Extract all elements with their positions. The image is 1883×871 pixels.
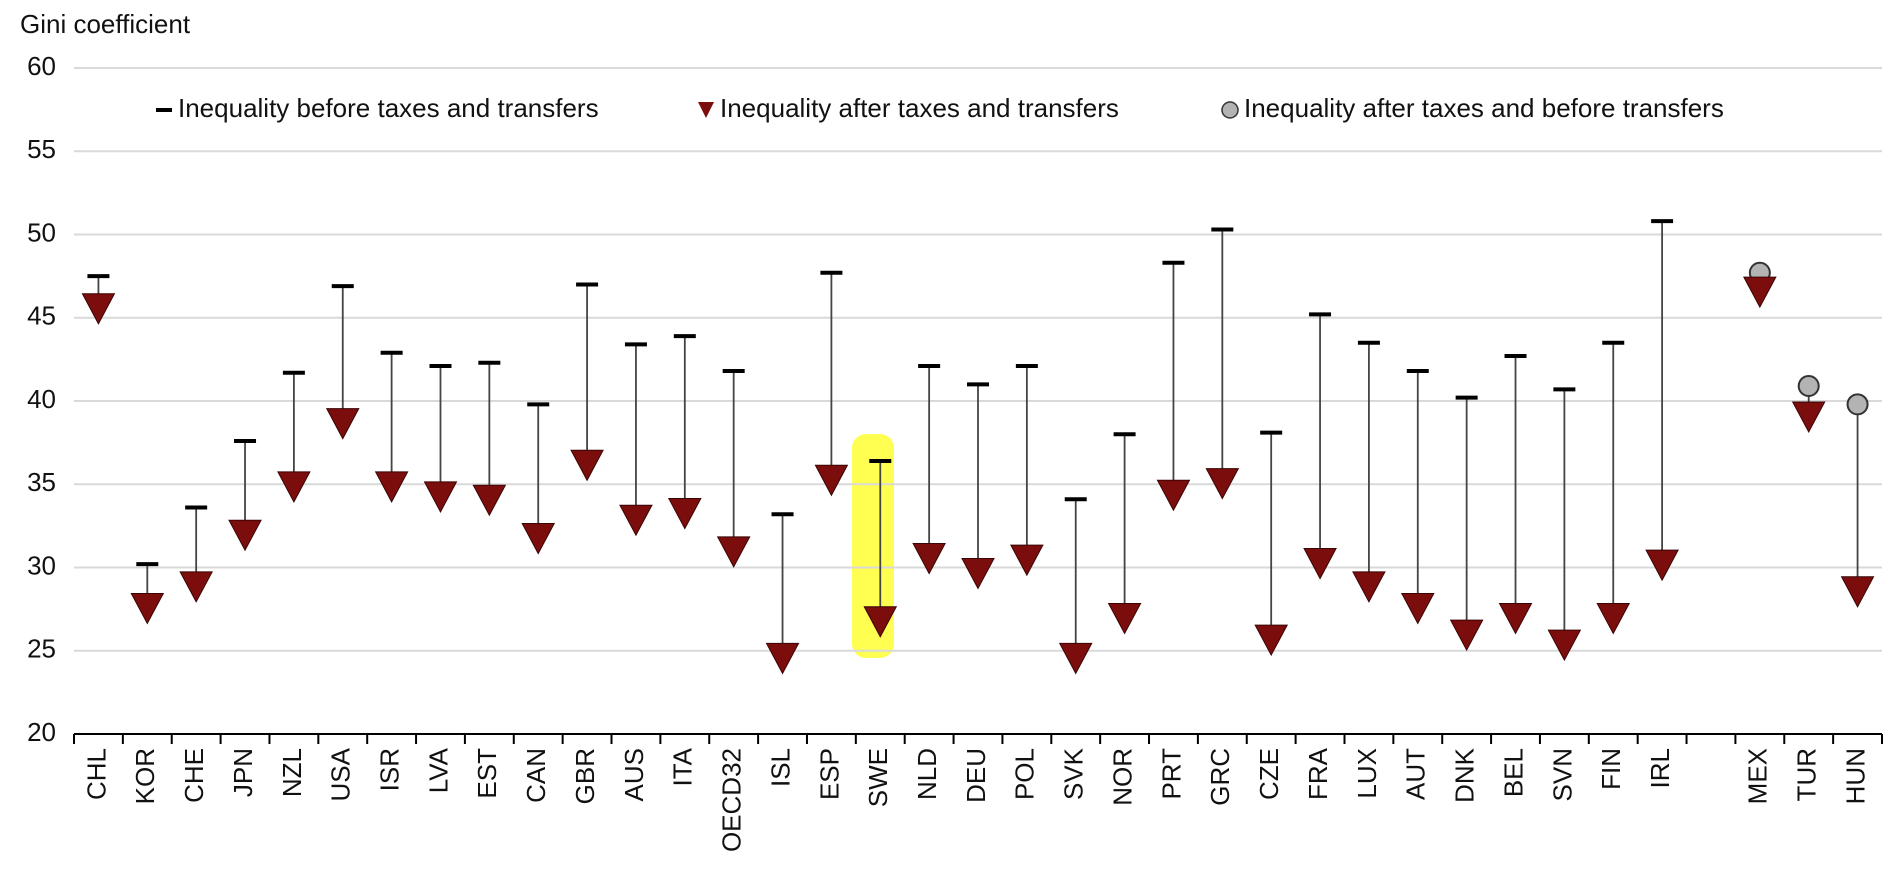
y-tick-label: 40 [27,384,56,414]
x-tick-label: NLD [912,748,942,800]
after-marker [1303,548,1337,580]
after-marker [667,498,702,530]
x-tick-label: SVK [1059,747,1089,800]
x-tick-label: CHL [81,748,111,800]
x-tick-label: IRL [1645,748,1675,788]
after-marker [521,523,556,555]
x-tick-label: DNK [1450,747,1480,803]
after-marker [1840,576,1875,608]
x-tick-label: NZL [277,748,307,797]
x-tick-label: POL [1010,748,1040,800]
after-marker [325,408,360,440]
y-tick-label: 20 [27,717,56,747]
legend-marker [698,102,714,118]
x-tick-label: EST [472,748,502,799]
x-tick-label: ITA [668,747,698,786]
x-tick-label: ESP [814,748,844,800]
x-tick-label: AUS [619,748,649,801]
after-marker [277,471,311,503]
after-marker [228,519,262,552]
after-marker [1010,544,1044,577]
after-marker [1791,401,1826,434]
highlight [852,434,894,658]
y-tick-label: 50 [27,217,56,247]
after-marker [1498,602,1533,635]
after-marker [1449,619,1484,652]
after-marker [961,557,995,590]
x-tick-label: FIN [1596,748,1626,790]
y-tick-label: 55 [27,134,56,164]
after-marker [1743,276,1777,309]
after-marker [1205,468,1240,500]
legend-label: Inequality after taxes and before transf… [1244,93,1724,123]
after-marker [130,592,165,625]
after-marker [1596,602,1631,635]
x-tick-label: GBR [570,748,600,804]
x-tick-label: ISR [374,748,404,791]
legend-marker [1221,101,1239,119]
after-marker [81,293,116,325]
x-tick-label: USA [326,747,356,801]
after-marker [423,481,458,513]
after-marker [374,471,409,503]
legend-label: Inequality after taxes and transfers [720,93,1119,123]
x-tick-label: NOR [1107,748,1137,806]
y-tick-label: 35 [27,467,56,497]
x-tick-label: DEU [961,748,991,803]
x-tick-label: TUR [1792,748,1822,801]
after-marker [716,536,751,568]
x-tick-label: MEX [1743,748,1773,804]
after-marker [1107,602,1142,635]
x-tick-label: PRT [1156,748,1186,800]
y-tick-label: 45 [27,301,56,331]
x-tick-label: ISL [765,748,795,787]
x-tick-label: JPN [228,748,258,797]
y-tick-label: 30 [27,550,56,580]
after-marker [814,464,849,497]
after-marker [1645,549,1679,582]
after-marker [1352,571,1386,603]
after-marker [1547,629,1582,662]
x-tick-label: OECD32 [717,748,747,852]
x-tick-label: LVA [423,747,453,793]
after-marker [765,642,800,675]
x-tick-label: CZE [1254,748,1284,800]
x-tick-label: SWE [863,748,893,807]
after-marker [1254,624,1289,657]
after-marker [472,484,507,517]
before-transfers-marker [1797,375,1820,398]
after-marker [1058,642,1093,675]
x-tick-label: SVN [1547,748,1577,801]
after-marker [1400,592,1435,625]
after-marker [570,449,604,482]
x-tick-label: BEL [1498,748,1528,797]
x-tick-label: CAN [521,748,551,803]
after-marker [179,571,213,603]
x-tick-label: CHE [179,748,209,803]
after-marker [863,606,898,638]
x-tick-label: AUT [1401,748,1431,800]
x-tick-label: FRA [1303,747,1333,800]
x-tick-label: LUX [1352,748,1382,799]
after-marker [912,543,946,575]
after-marker [619,504,653,537]
x-tick-label: GRC [1205,748,1235,806]
x-tick-label: KOR [130,748,160,804]
after-marker [1156,479,1191,512]
x-tick-label: HUN [1840,748,1870,804]
y-tick-label: 60 [27,51,56,81]
y-tick-label: 25 [27,634,56,664]
before-transfers-marker [1846,393,1869,416]
legend-label: Inequality before taxes and transfers [178,93,599,123]
y-axis-label: Gini coefficient [20,9,191,39]
